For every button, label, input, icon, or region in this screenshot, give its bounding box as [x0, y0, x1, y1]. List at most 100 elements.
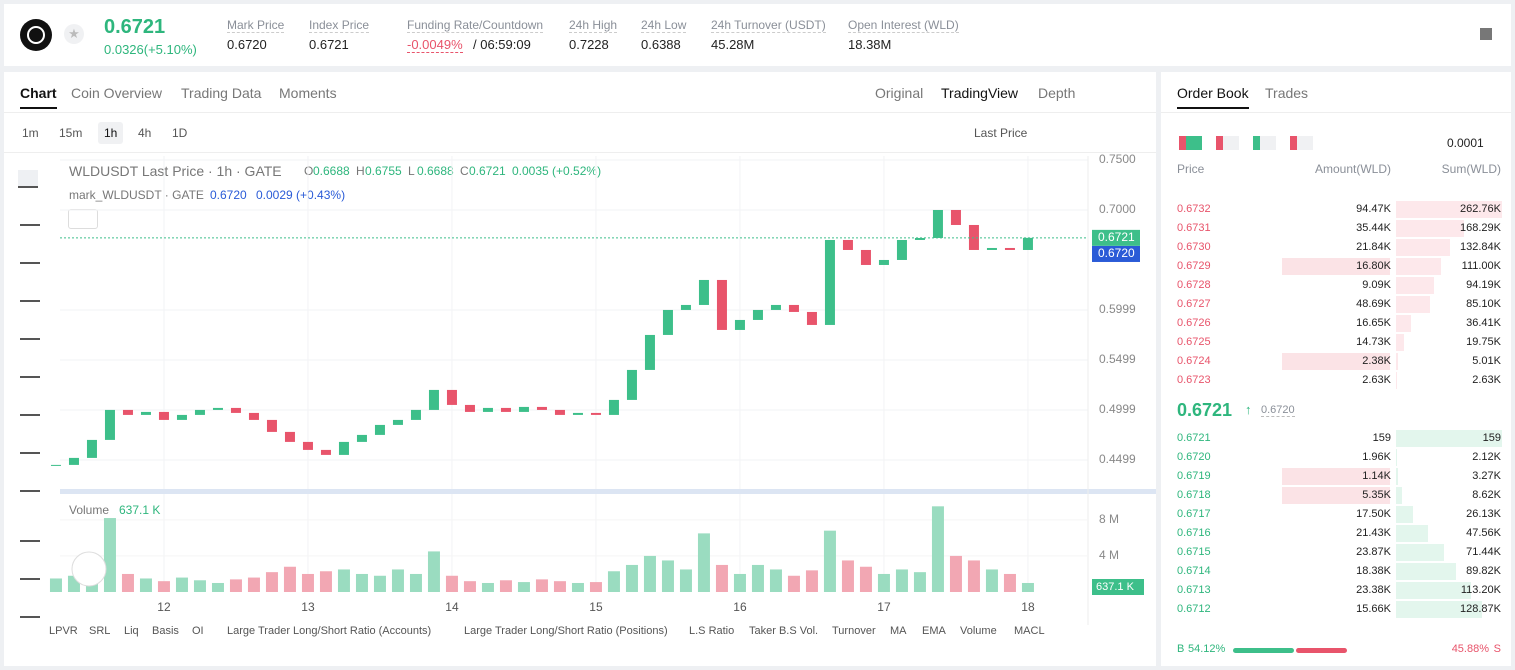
indicator-button[interactable]: Volume: [960, 625, 997, 637]
book-price[interactable]: 0.6717: [1177, 508, 1211, 520]
drawing-tool[interactable]: [20, 208, 40, 226]
chart-tab[interactable]: Trading Data: [181, 85, 262, 101]
interval-button[interactable]: 4h: [138, 126, 152, 140]
indicator-button[interactable]: Liq: [124, 625, 139, 637]
drawing-tool[interactable]: [20, 600, 40, 618]
interval-button[interactable]: 1m: [22, 126, 39, 140]
favorite-star[interactable]: ★: [64, 24, 84, 44]
book-sum: 71.44K: [1466, 546, 1501, 558]
indicator-button[interactable]: Basis: [152, 625, 179, 637]
book-price[interactable]: 0.6728: [1177, 279, 1211, 291]
stat-label: 24h High: [569, 18, 618, 33]
drawing-tool[interactable]: [20, 360, 40, 378]
chart-tab[interactable]: Moments: [279, 85, 337, 101]
depth-bar: [1396, 315, 1411, 332]
book-amount: 14.73K: [1356, 336, 1391, 348]
price-source[interactable]: Last Price: [974, 126, 1028, 140]
depth-bar: [1396, 277, 1434, 294]
drawing-tool[interactable]: [20, 474, 40, 492]
book-price[interactable]: 0.6727: [1177, 298, 1211, 310]
book-amount: 1.96K: [1362, 451, 1391, 463]
indicator-button[interactable]: Large Trader Long/Short Ratio (Accounts): [227, 625, 432, 637]
book-price[interactable]: 0.6730: [1177, 241, 1211, 253]
indicator-button[interactable]: MACL: [1014, 625, 1045, 637]
mark-change: 0.0029 (+0.43%): [256, 188, 346, 202]
indicator-button[interactable]: MA: [890, 625, 907, 637]
indicator-button[interactable]: Large Trader Long/Short Ratio (Positions…: [464, 625, 668, 637]
drawing-tool[interactable]: [20, 246, 40, 264]
interval-button[interactable]: 15m: [59, 126, 83, 140]
book-sum: 26.13K: [1466, 508, 1501, 520]
layout-toggle[interactable]: [1179, 136, 1202, 150]
order-book-panel: Order Book Trades 0.0001 Price Amount(WLD) Su…: [1161, 72, 1511, 666]
book-amount: 2.38K: [1362, 355, 1391, 367]
book-price[interactable]: 0.6716: [1177, 527, 1211, 539]
book-amount: 1.14K: [1362, 470, 1391, 482]
drawing-tool[interactable]: [20, 284, 40, 302]
book-price[interactable]: 0.6713: [1177, 584, 1211, 596]
drawing-tool[interactable]: [20, 322, 40, 340]
indicator-button[interactable]: L.S Ratio: [689, 625, 735, 637]
drawing-tool[interactable]: [20, 398, 40, 416]
drawing-tool[interactable]: [18, 170, 38, 188]
drawing-tool[interactable]: [20, 562, 40, 580]
book-amount: 15.66K: [1356, 603, 1391, 615]
collapse-button[interactable]: [68, 209, 98, 229]
stat-value: -0.0049%: [407, 37, 463, 53]
stat-value: 0.6721: [309, 37, 349, 52]
book-price[interactable]: 0.6712: [1177, 603, 1211, 615]
depth-bar: [1396, 563, 1456, 580]
book-amount: 94.47K: [1356, 203, 1391, 215]
interval-button[interactable]: 1D: [172, 126, 188, 140]
book-price[interactable]: 0.6718: [1177, 489, 1211, 501]
layout-toggle[interactable]: [1290, 136, 1313, 150]
view-tab[interactable]: TradingView: [941, 85, 1019, 101]
drawing-tool[interactable]: [20, 436, 40, 454]
indicator-button[interactable]: SRL: [89, 625, 111, 637]
book-price[interactable]: 0.6731: [1177, 222, 1211, 234]
book-tab[interactable]: Trades: [1265, 85, 1309, 101]
layout-toggle[interactable]: [1216, 136, 1239, 150]
interval-button[interactable]: 1h: [98, 122, 124, 144]
book-price[interactable]: 0.6729: [1177, 260, 1211, 272]
ohlc-key: H: [356, 164, 365, 178]
precision[interactable]: 0.0001: [1447, 136, 1484, 150]
book-price[interactable]: 0.6724: [1177, 355, 1211, 367]
book-sum: 159: [1482, 432, 1501, 444]
book-price[interactable]: 0.6714: [1177, 565, 1211, 577]
book-sum: 132.84K: [1460, 241, 1501, 253]
book-price[interactable]: 0.6721: [1177, 432, 1211, 444]
indicator-button[interactable]: OI: [192, 625, 204, 637]
chart-tab[interactable]: Coin Overview: [71, 85, 163, 101]
buy-letter: B: [1177, 643, 1185, 655]
indicator-button[interactable]: EMA: [922, 625, 946, 637]
layout-toggle[interactable]: [1253, 136, 1276, 150]
depth-bar: [1396, 334, 1404, 351]
stat-value: 18.38M: [848, 37, 892, 52]
book-price[interactable]: 0.6725: [1177, 336, 1211, 348]
book-price[interactable]: 0.6720: [1177, 451, 1211, 463]
indicator-button[interactable]: Turnover: [832, 625, 876, 637]
divider: [4, 152, 1156, 153]
buy-ratio-bar: [1233, 648, 1294, 653]
book-price[interactable]: 0.6719: [1177, 470, 1211, 482]
indicator-button[interactable]: LPVR: [49, 625, 78, 637]
mark-price: 0.6720: [210, 188, 247, 202]
view-tab[interactable]: Depth: [1038, 85, 1076, 101]
book-price[interactable]: 0.6723: [1177, 374, 1211, 386]
column-header: Price: [1177, 162, 1205, 176]
column-header: Sum(WLD): [1441, 162, 1501, 176]
stat-label: 24h Turnover (USDT): [711, 18, 826, 33]
book-price[interactable]: 0.6726: [1177, 317, 1211, 329]
chart-tab[interactable]: Chart: [20, 85, 57, 109]
view-tab[interactable]: Original: [875, 85, 924, 101]
book-tab[interactable]: Order Book: [1177, 85, 1249, 109]
book-price[interactable]: 0.6715: [1177, 546, 1211, 558]
stat-value: 0.7228: [569, 37, 609, 52]
buy-ratio: 54.12%: [1188, 643, 1226, 655]
indicator-button[interactable]: Taker B.S Vol.: [749, 625, 819, 637]
drawing-tool[interactable]: [20, 524, 40, 542]
settings-icon[interactable]: [1480, 28, 1492, 40]
book-price[interactable]: 0.6732: [1177, 203, 1211, 215]
